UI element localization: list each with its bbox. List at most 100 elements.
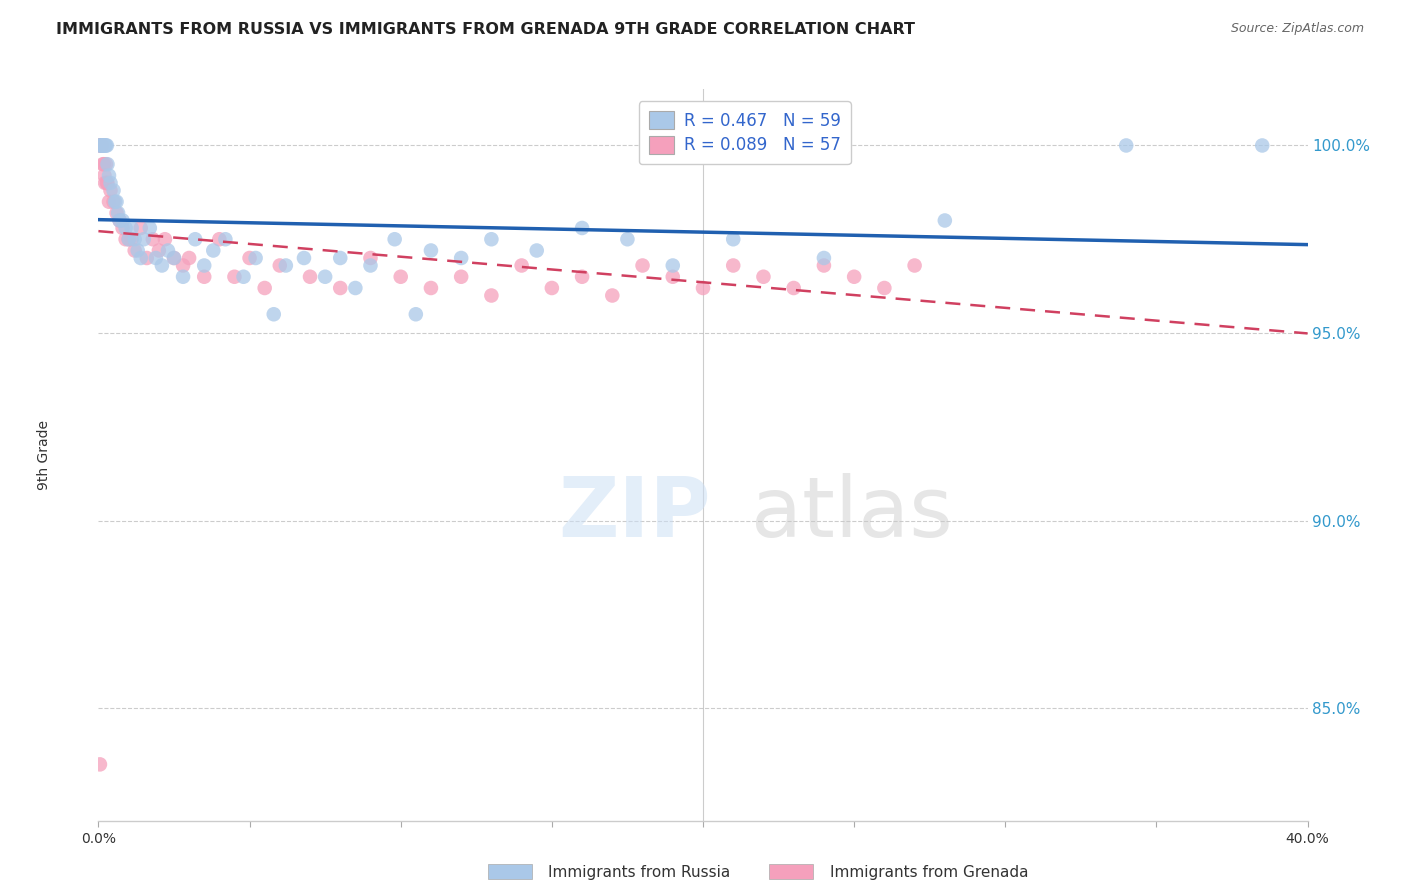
- Point: [127, 244, 149, 258]
- Point: [360, 251, 382, 265]
- Point: [132, 232, 155, 246]
- Point: [723, 232, 745, 246]
- Point: [384, 232, 406, 246]
- Point: [253, 281, 276, 295]
- Point: [163, 251, 186, 265]
- Point: [934, 213, 956, 227]
- Point: [602, 288, 624, 302]
- Point: [145, 251, 167, 265]
- Point: [114, 221, 136, 235]
- Text: 0.0%: 0.0%: [82, 832, 115, 846]
- Point: [389, 269, 412, 284]
- Point: [121, 232, 143, 246]
- Point: [481, 232, 503, 246]
- Point: [108, 213, 131, 227]
- Point: [783, 281, 806, 295]
- Point: [616, 232, 638, 246]
- Point: [571, 269, 593, 284]
- Point: [94, 157, 117, 171]
- Point: [239, 251, 262, 265]
- Point: [526, 244, 548, 258]
- Text: 40.0%: 40.0%: [1285, 832, 1330, 846]
- Point: [94, 138, 117, 153]
- Point: [214, 232, 236, 246]
- Point: [450, 269, 472, 284]
- Point: [662, 259, 685, 273]
- Point: [103, 184, 125, 198]
- Point: [813, 251, 835, 265]
- Point: [292, 251, 315, 265]
- Point: [105, 194, 128, 209]
- Text: IMMIGRANTS FROM RUSSIA VS IMMIGRANTS FROM GRENADA 9TH GRADE CORRELATION CHART: IMMIGRANTS FROM RUSSIA VS IMMIGRANTS FRO…: [56, 22, 915, 37]
- Point: [93, 157, 115, 171]
- Point: [129, 221, 152, 235]
- Point: [631, 259, 654, 273]
- Point: [96, 176, 118, 190]
- Point: [193, 259, 215, 273]
- Point: [662, 269, 685, 284]
- Point: [184, 232, 207, 246]
- Point: [100, 176, 122, 190]
- Point: [105, 206, 128, 220]
- Point: [274, 259, 297, 273]
- Point: [96, 176, 118, 190]
- Point: [108, 213, 131, 227]
- Point: [96, 157, 118, 171]
- Point: [329, 251, 352, 265]
- Point: [118, 232, 141, 246]
- Point: [111, 221, 134, 235]
- Point: [163, 251, 186, 265]
- Point: [91, 138, 114, 153]
- Text: Immigrants from Grenada: Immigrants from Grenada: [830, 865, 1028, 880]
- Point: [104, 194, 127, 209]
- Point: [329, 281, 352, 295]
- Point: [873, 281, 896, 295]
- Point: [179, 251, 201, 265]
- Point: [245, 251, 267, 265]
- Point: [129, 251, 152, 265]
- Point: [1115, 138, 1137, 153]
- Point: [98, 194, 121, 209]
- Point: [142, 232, 165, 246]
- Point: [541, 281, 564, 295]
- Point: [172, 259, 194, 273]
- Point: [224, 269, 246, 284]
- Point: [450, 251, 472, 265]
- Point: [172, 269, 194, 284]
- Point: [124, 244, 146, 258]
- Point: [148, 244, 170, 258]
- Point: [135, 251, 157, 265]
- Point: [571, 221, 593, 235]
- Point: [150, 259, 173, 273]
- Point: [481, 288, 503, 302]
- Point: [89, 757, 111, 772]
- Point: [813, 259, 835, 273]
- Point: [344, 281, 367, 295]
- Point: [118, 232, 141, 246]
- Point: [692, 281, 714, 295]
- Point: [1251, 138, 1274, 153]
- Point: [752, 269, 775, 284]
- Point: [510, 259, 533, 273]
- Point: [90, 138, 112, 153]
- Point: [90, 138, 112, 153]
- Point: [420, 281, 443, 295]
- Point: [263, 307, 285, 321]
- Point: [96, 138, 118, 153]
- Text: atlas: atlas: [751, 473, 953, 554]
- Point: [90, 138, 112, 153]
- Point: [723, 259, 745, 273]
- Point: [89, 138, 111, 153]
- Point: [360, 259, 382, 273]
- Point: [299, 269, 322, 284]
- Text: Source: ZipAtlas.com: Source: ZipAtlas.com: [1230, 22, 1364, 36]
- Bar: [488, 863, 531, 880]
- Legend: R = 0.467   N = 59, R = 0.089   N = 57: R = 0.467 N = 59, R = 0.089 N = 57: [638, 101, 851, 164]
- Point: [93, 138, 115, 153]
- Point: [103, 194, 125, 209]
- Point: [139, 221, 162, 235]
- Point: [91, 157, 114, 171]
- Text: Immigrants from Russia: Immigrants from Russia: [548, 865, 731, 880]
- Point: [844, 269, 866, 284]
- Point: [156, 244, 179, 258]
